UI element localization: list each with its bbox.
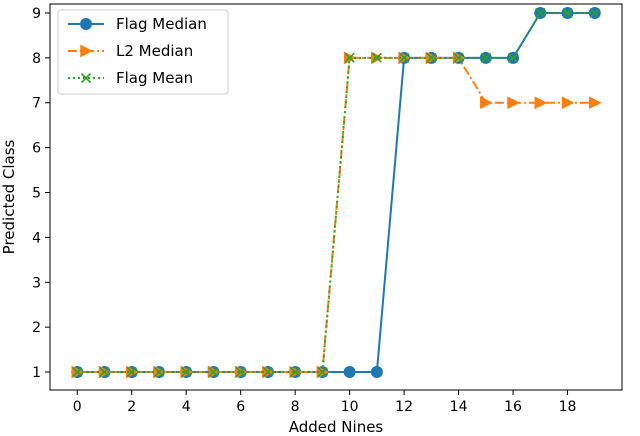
series-l2-median <box>71 51 602 379</box>
x-tick-label: 14 <box>450 399 468 415</box>
data-point <box>534 96 548 110</box>
x-tick-label: 4 <box>182 399 191 415</box>
x-tick-label: 6 <box>236 399 245 415</box>
plot-area <box>49 3 623 391</box>
x-tick-label: 10 <box>341 399 359 415</box>
y-tick-label: 3 <box>32 275 41 291</box>
y-tick-label: 1 <box>32 365 41 381</box>
y-tick-label: 2 <box>32 320 41 336</box>
legend-item: Flag Mean <box>68 69 193 87</box>
data-point <box>235 366 246 378</box>
data-point <box>262 366 273 378</box>
data-point <box>317 366 328 378</box>
data-point <box>589 96 602 110</box>
legend-marker <box>80 72 92 84</box>
x-tick-label: 16 <box>504 399 522 415</box>
y-tick-label: 8 <box>32 51 41 67</box>
data-point <box>426 52 437 63</box>
series-line <box>77 56 595 374</box>
y-axis: 1 2 3 4 5 6 7 8 9 <box>32 6 50 381</box>
legend-label: L2 Median <box>116 42 193 60</box>
series-layer <box>71 6 602 379</box>
legend-item: L2 Median <box>68 42 193 60</box>
y-tick-label: 7 <box>32 96 41 112</box>
data-point <box>535 7 546 19</box>
data-point <box>344 52 355 63</box>
data-point <box>507 52 519 63</box>
y-tick-label: 4 <box>32 230 41 246</box>
x-tick-label: 0 <box>73 399 82 415</box>
data-point <box>72 366 83 378</box>
legend: Flag Median L2 Median Flag Mean <box>57 9 229 95</box>
data-point <box>507 96 521 110</box>
data-point <box>371 52 382 63</box>
data-point <box>181 366 192 378</box>
data-point <box>480 52 491 63</box>
y-axis-label: Predicted Class <box>0 139 18 254</box>
x-axis-label: Added Nines <box>289 418 384 436</box>
legend-marker <box>80 18 92 30</box>
series-flag-mean <box>72 7 600 378</box>
x-tick-label: 2 <box>127 399 136 415</box>
data-point <box>562 7 573 19</box>
x-tick-label: 12 <box>395 399 413 415</box>
data-point <box>153 366 165 378</box>
x-tick-label: 18 <box>559 399 577 415</box>
x-tick-label: 8 <box>291 399 300 415</box>
y-tick-label: 6 <box>32 141 41 157</box>
data-point <box>370 366 383 379</box>
legend-marker <box>80 44 94 58</box>
legend-label: Flag Mean <box>116 69 193 87</box>
series-line <box>77 11 595 374</box>
y-tick-label: 5 <box>32 186 41 202</box>
y-tick-label: 9 <box>32 6 41 22</box>
x-axis: 0 2 4 6 8 10 12 14 16 18 <box>73 390 577 415</box>
data-point <box>453 52 464 63</box>
data-point <box>399 52 410 63</box>
legend-item: Flag Median <box>68 15 207 33</box>
data-point <box>589 7 600 19</box>
data-point <box>99 366 110 378</box>
data-point <box>290 366 301 378</box>
data-point <box>126 366 137 378</box>
data-point <box>343 366 356 379</box>
legend-label: Flag Median <box>116 15 207 33</box>
data-point <box>561 96 575 110</box>
data-point <box>480 96 493 110</box>
data-point <box>208 366 219 378</box>
legend-box <box>57 9 229 95</box>
